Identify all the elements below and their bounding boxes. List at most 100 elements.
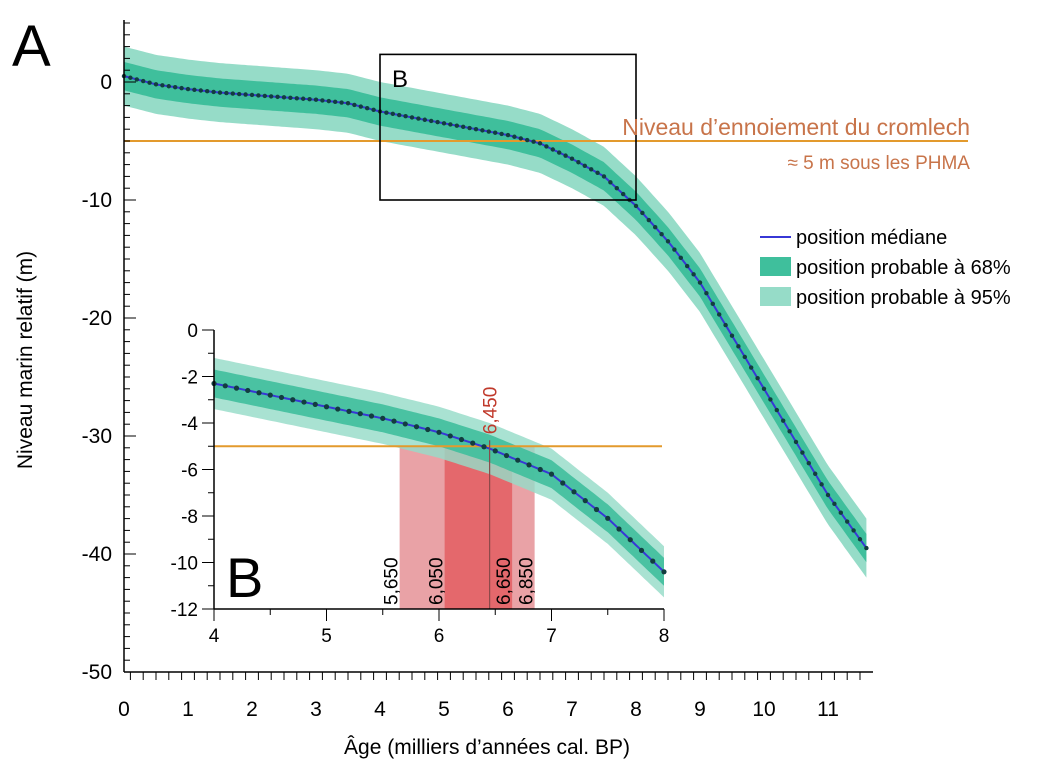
legend-95-swatch: [760, 287, 791, 306]
y-tick-label: -30: [82, 425, 112, 448]
median-marker: [461, 124, 466, 130]
inset-median-marker: [357, 411, 363, 417]
panel-a-axes: 0-10-20-30-40-500 1 2 3 4 5 6 7 8 9 10 11: [82, 20, 873, 721]
legend-95-label: position probable à 95%: [796, 287, 1011, 309]
x-tick-label: 0: [118, 698, 130, 721]
median-marker: [179, 85, 184, 91]
zoom-box: [379, 53, 637, 201]
inset-y-tick-label: -2: [181, 368, 198, 389]
median-marker: [749, 365, 754, 370]
median-age-label: 6,450: [481, 387, 502, 435]
x-tick-label: 5: [438, 698, 450, 721]
median-marker: [243, 92, 248, 97]
median-marker: [512, 134, 517, 139]
median-marker: [141, 78, 146, 84]
median-marker: [569, 156, 575, 161]
median-marker: [819, 482, 824, 487]
legend-68-swatch: [760, 257, 791, 276]
median-marker: [390, 111, 395, 117]
median-marker: [441, 121, 447, 126]
median-marker: [269, 94, 274, 99]
y-tick-label: -20: [82, 307, 112, 330]
flood-level-annotation: Niveau d’ennoiement du cromlech: [622, 114, 970, 140]
inset-median-marker: [582, 498, 588, 504]
inset-median-markers: [211, 380, 667, 575]
median-marker: [371, 107, 376, 113]
panel-b-letter: B: [226, 546, 263, 609]
inset-median-marker: [650, 558, 656, 564]
y-tick-label: -50: [82, 661, 112, 684]
median-marker: [697, 280, 703, 285]
inset-y-tick-label: -4: [181, 414, 198, 435]
inset-x-tick-label: 5: [321, 626, 332, 647]
inset-median-marker: [481, 444, 487, 450]
median-marker: [768, 397, 773, 402]
median-marker: [262, 93, 267, 99]
median-marker: [755, 375, 760, 381]
median-marker: [275, 94, 280, 100]
x-tick-label: 3: [310, 698, 322, 721]
inset-median-marker: [537, 466, 543, 473]
inset-median-marker: [605, 515, 611, 521]
median-marker: [192, 87, 197, 92]
flood-level-subannotation: ≈ 5 m sous les PHMA: [787, 153, 970, 174]
inset-median-marker: [368, 413, 375, 419]
inset-median-marker: [627, 537, 633, 543]
median-marker: [211, 89, 216, 95]
median-marker: [448, 122, 453, 127]
median-marker: [166, 84, 171, 89]
median-marker: [864, 545, 869, 551]
median-marker: [435, 119, 440, 125]
median-marker: [691, 272, 696, 277]
inset-median-marker: [335, 406, 341, 412]
inset-axes: 0 -2 -4 -6 -8 -10 -12 4 5 6 7 8: [171, 321, 670, 647]
median-marker: [326, 98, 331, 104]
range-label: 6,850: [517, 557, 538, 605]
median-marker: [582, 163, 587, 168]
median-marker: [685, 263, 690, 269]
median-marker: [473, 127, 479, 132]
median-marker: [653, 224, 658, 230]
range-label: 6,650: [494, 557, 515, 605]
median-marker: [249, 92, 255, 98]
inset-range-labels: 5,650 6,050 6,650 6,850 6,450: [382, 387, 538, 605]
x-tick-label: 10: [752, 698, 775, 721]
median-marker: [217, 90, 223, 95]
inset-median-marker: [470, 440, 476, 446]
inset-median-marker: [245, 387, 251, 394]
x-tick-label: 11: [817, 698, 839, 721]
median-marker: [320, 98, 325, 103]
median-marker: [832, 501, 837, 507]
inset-median-marker: [402, 421, 408, 427]
median-marker: [857, 537, 863, 542]
median-marker: [153, 82, 159, 87]
legend-median-label: position médiane: [796, 227, 947, 249]
inset-x-tick-label: 6: [434, 626, 445, 647]
median-marker: [640, 210, 645, 216]
median-marker: [301, 96, 306, 101]
inset-median-marker: [458, 436, 465, 443]
legend-68-label: position probable à 68%: [796, 257, 1011, 279]
inset-median-marker: [391, 418, 397, 424]
median-marker: [173, 84, 178, 90]
inset-median-marker: [503, 452, 510, 459]
inset-x-tick-label: 4: [209, 626, 220, 647]
median-marker: [416, 116, 421, 121]
y-axis-title: Niveau marin relatif (m): [14, 251, 37, 469]
inset-y-tick-label: -8: [181, 507, 198, 528]
median-marker: [333, 99, 338, 105]
median-marker: [499, 131, 504, 137]
inset-median-marker: [278, 394, 285, 401]
median-marker: [345, 101, 351, 106]
range-label: 5,650: [382, 557, 403, 605]
inset-median-marker: [413, 424, 420, 430]
median-marker: [134, 77, 139, 82]
inset-median-marker: [571, 489, 577, 495]
median-marker: [813, 471, 818, 476]
inset-median-marker: [616, 526, 622, 532]
inset-median-marker: [301, 399, 307, 405]
median-marker: [160, 83, 165, 88]
median-marker: [633, 203, 639, 209]
x-tick-label: 1: [182, 698, 194, 721]
